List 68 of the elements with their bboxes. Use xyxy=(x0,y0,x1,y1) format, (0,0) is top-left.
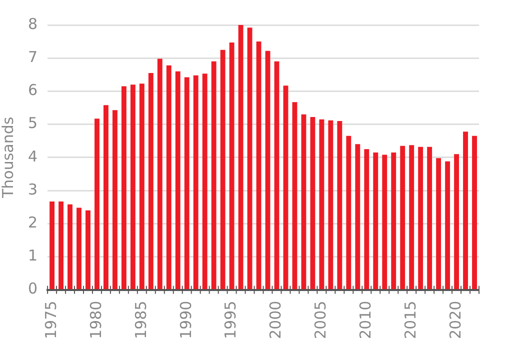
bar xyxy=(283,86,288,290)
x-tick-label: 1980 xyxy=(86,300,105,340)
bar xyxy=(50,201,55,290)
bar xyxy=(256,42,262,290)
bar xyxy=(337,121,342,290)
bar xyxy=(418,146,424,290)
bar xyxy=(139,84,144,290)
bar xyxy=(301,114,306,290)
bar xyxy=(148,73,154,290)
y-tick-label: 2 xyxy=(28,214,38,232)
bar xyxy=(355,144,360,290)
x-tick-label: 2015 xyxy=(401,300,420,340)
bar xyxy=(166,65,172,290)
y-tick-label: 3 xyxy=(28,180,38,198)
bar xyxy=(445,161,450,290)
bar xyxy=(193,75,198,290)
bar xyxy=(238,25,244,290)
bar xyxy=(58,201,64,290)
bar xyxy=(220,50,226,290)
bar xyxy=(68,204,72,290)
y-tick-label: 7 xyxy=(28,48,38,66)
y-tick-label: 5 xyxy=(28,114,38,132)
bar xyxy=(310,117,316,290)
bar xyxy=(427,146,432,290)
bar xyxy=(364,149,370,290)
bar xyxy=(400,146,406,290)
y-tick-label: 0 xyxy=(28,280,38,298)
x-tick-label: 2000 xyxy=(266,300,285,340)
bar xyxy=(454,154,459,290)
x-tick-label: 1990 xyxy=(176,300,195,340)
bar xyxy=(157,58,162,290)
bar xyxy=(472,136,477,290)
bar xyxy=(175,71,180,290)
bar xyxy=(211,61,216,290)
bar xyxy=(409,145,414,290)
bar xyxy=(112,110,118,290)
y-tick-label: 8 xyxy=(28,14,38,33)
bar xyxy=(319,119,324,290)
bar xyxy=(104,105,108,290)
y-tick-label: 6 xyxy=(28,81,38,100)
bar xyxy=(346,136,352,290)
y-axis-title: Thousands xyxy=(0,116,17,200)
x-tick-label: 2010 xyxy=(356,300,375,340)
x-tick-label: 2005 xyxy=(312,300,330,340)
bar xyxy=(229,42,234,290)
bar xyxy=(76,208,82,290)
bar xyxy=(265,50,270,290)
bar xyxy=(247,28,252,290)
bar xyxy=(94,118,100,290)
bar xyxy=(202,74,208,290)
x-tick-label: 1985 xyxy=(132,300,150,340)
bar xyxy=(391,152,396,290)
bar xyxy=(86,210,90,290)
bar xyxy=(274,61,280,290)
bar xyxy=(463,132,468,290)
x-tick-label: 2020 xyxy=(446,300,464,340)
bar xyxy=(121,86,126,290)
y-tick-label: 4 xyxy=(28,147,38,166)
x-tick-label: 1975 xyxy=(42,300,60,340)
x-tick-label: 1995 xyxy=(222,300,240,340)
bar xyxy=(436,158,442,290)
bar xyxy=(130,84,136,290)
bar xyxy=(382,154,388,290)
bar xyxy=(292,102,298,290)
bar xyxy=(373,152,378,290)
y-tick-label: 1 xyxy=(28,246,38,265)
bar xyxy=(184,77,190,290)
bar xyxy=(328,120,334,290)
